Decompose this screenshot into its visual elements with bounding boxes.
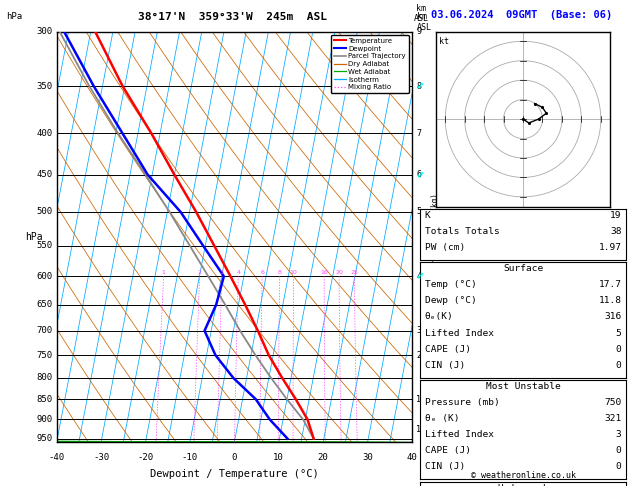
Text: 6: 6: [416, 170, 421, 179]
Text: 0: 0: [616, 446, 621, 455]
Text: ↔: ↔: [415, 168, 428, 181]
Text: 20: 20: [318, 452, 328, 462]
Text: 800: 800: [36, 373, 52, 382]
Text: 38°17'N  359°33'W  245m  ASL: 38°17'N 359°33'W 245m ASL: [138, 12, 327, 22]
Text: Mixing Ratio (g/kg): Mixing Ratio (g/kg): [431, 193, 440, 281]
Text: 350: 350: [36, 82, 52, 90]
Text: km
ASL: km ASL: [417, 12, 432, 32]
Text: 316: 316: [604, 312, 621, 322]
Text: 19: 19: [610, 211, 621, 220]
Text: hPa: hPa: [6, 12, 23, 21]
Text: 600: 600: [36, 272, 52, 281]
Text: Pressure (mb): Pressure (mb): [425, 398, 499, 407]
Text: 10: 10: [274, 452, 284, 462]
Text: 3: 3: [220, 270, 224, 275]
Text: ↔: ↔: [415, 270, 428, 283]
Text: 1: 1: [416, 395, 421, 404]
Text: hPa: hPa: [25, 232, 42, 242]
Text: 4: 4: [416, 272, 421, 281]
Text: CAPE (J): CAPE (J): [425, 446, 470, 455]
Text: 750: 750: [36, 350, 52, 360]
Text: Dewp (°C): Dewp (°C): [425, 296, 476, 306]
Text: Surface: Surface: [503, 264, 543, 274]
Text: -10: -10: [182, 452, 198, 462]
Text: 8: 8: [278, 270, 282, 275]
Text: 1.97: 1.97: [598, 243, 621, 252]
Text: 30: 30: [362, 452, 373, 462]
Text: Most Unstable: Most Unstable: [486, 382, 560, 391]
Text: K: K: [425, 211, 430, 220]
Text: Temp (°C): Temp (°C): [425, 280, 476, 290]
Text: -40: -40: [48, 452, 65, 462]
Text: © weatheronline.co.uk: © weatheronline.co.uk: [470, 471, 576, 480]
Text: θₑ (K): θₑ (K): [425, 414, 459, 423]
Text: 0: 0: [616, 462, 621, 471]
Text: 20: 20: [335, 270, 343, 275]
Text: 850: 850: [36, 395, 52, 404]
Text: 0: 0: [616, 361, 621, 370]
Text: km
ASL: km ASL: [413, 4, 428, 23]
Text: 900: 900: [36, 415, 52, 424]
Text: Hodograph: Hodograph: [497, 484, 549, 486]
Text: 700: 700: [36, 326, 52, 335]
Text: θₑ(K): θₑ(K): [425, 312, 454, 322]
Text: 6: 6: [260, 270, 264, 275]
Text: 3: 3: [416, 326, 421, 335]
Text: 2: 2: [416, 350, 421, 360]
Text: 9: 9: [416, 27, 421, 36]
Text: 750: 750: [604, 398, 621, 407]
Text: Dewpoint / Temperature (°C): Dewpoint / Temperature (°C): [150, 469, 319, 479]
Text: 650: 650: [36, 300, 52, 309]
Text: 1LCL: 1LCL: [416, 425, 437, 434]
Text: PW (cm): PW (cm): [425, 243, 465, 252]
Legend: Temperature, Dewpoint, Parcel Trajectory, Dry Adiabat, Wet Adiabat, Isotherm, Mi: Temperature, Dewpoint, Parcel Trajectory…: [331, 35, 408, 93]
Text: 4: 4: [237, 270, 240, 275]
Text: -20: -20: [137, 452, 153, 462]
Text: 500: 500: [36, 208, 52, 216]
Text: 38: 38: [610, 227, 621, 236]
Text: Totals Totals: Totals Totals: [425, 227, 499, 236]
Text: 17.7: 17.7: [598, 280, 621, 290]
Text: 400: 400: [36, 129, 52, 138]
Text: 5: 5: [416, 208, 421, 216]
Text: 11.8: 11.8: [598, 296, 621, 306]
Text: CIN (J): CIN (J): [425, 462, 465, 471]
Text: 16: 16: [320, 270, 328, 275]
Text: CIN (J): CIN (J): [425, 361, 465, 370]
Text: 03.06.2024  09GMT  (Base: 06): 03.06.2024 09GMT (Base: 06): [431, 10, 613, 20]
Text: ↔: ↔: [415, 80, 428, 92]
Text: 550: 550: [36, 241, 52, 250]
Text: 1: 1: [162, 270, 165, 275]
Text: kt: kt: [440, 37, 450, 47]
Text: 321: 321: [604, 414, 621, 423]
Text: 40: 40: [406, 452, 418, 462]
Text: 0: 0: [616, 345, 621, 354]
Text: 7: 7: [416, 129, 421, 138]
Text: CAPE (J): CAPE (J): [425, 345, 470, 354]
Text: Lifted Index: Lifted Index: [425, 430, 494, 439]
Text: -30: -30: [93, 452, 109, 462]
Text: 300: 300: [36, 27, 52, 36]
Text: 8: 8: [416, 82, 421, 90]
Text: 5: 5: [616, 329, 621, 338]
Text: 2: 2: [198, 270, 202, 275]
Text: 950: 950: [36, 434, 52, 443]
Text: 0: 0: [231, 452, 237, 462]
Text: Lifted Index: Lifted Index: [425, 329, 494, 338]
Text: 3: 3: [616, 430, 621, 439]
Text: 25: 25: [350, 270, 359, 275]
Text: 450: 450: [36, 170, 52, 179]
Text: 10: 10: [290, 270, 298, 275]
